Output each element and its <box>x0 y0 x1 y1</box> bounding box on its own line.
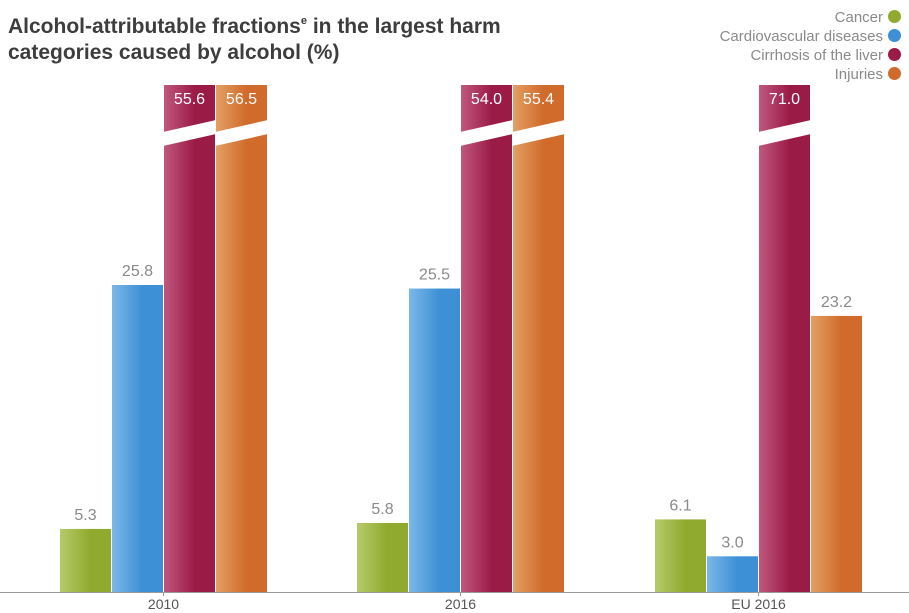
bar-cirrhosis-of-the-liver-2016 <box>461 85 512 592</box>
x-axis-labels: 2010 2016 EU 2016 <box>148 592 786 612</box>
bars-layer: 5.3 25.8 55.6 56.5 5.8 25.5 54.0 55.4 6.1 3.0 71.0… <box>60 85 862 592</box>
data-label: 5.3 <box>74 507 96 524</box>
axis-break-mark <box>758 120 811 146</box>
data-label: 25.5 <box>419 267 450 284</box>
bar-cardiovascular-diseases-2016 <box>409 288 460 592</box>
bar-injuries-2016 <box>513 85 564 592</box>
legend-label: Cancer <box>834 9 883 26</box>
axis-break-mark <box>460 120 513 146</box>
legend-item-cardiovascular: Cardiovascular diseases <box>720 27 901 46</box>
chart-title-main: Alcohol-attributable fractions <box>8 15 301 38</box>
data-label: 71.0 <box>769 91 800 108</box>
legend-swatch <box>888 10 901 23</box>
chart-title-rest: in the largest harm categories caused by… <box>8 15 501 64</box>
chart-legend: Cancer Cardiovascular diseases Cirrhosis… <box>720 8 901 84</box>
data-label: 6.1 <box>669 497 691 514</box>
axis-break-mark <box>512 120 565 146</box>
bar-cancer-2010 <box>60 528 111 592</box>
data-label: 3.0 <box>721 534 743 551</box>
data-label: 25.8 <box>122 263 153 280</box>
axis-break-mark <box>163 120 216 146</box>
bar-cardiovascular-diseases-2010 <box>112 284 163 592</box>
legend-item-injuries: Injuries <box>720 65 901 84</box>
bar-injuries-eu-2016 <box>811 315 862 592</box>
bar-cirrhosis-of-the-liver-2010 <box>164 85 215 592</box>
data-label: 55.4 <box>523 91 554 108</box>
data-label: 55.6 <box>174 91 205 108</box>
bar-cancer-eu-2016 <box>655 519 706 592</box>
bar-cardiovascular-diseases-eu-2016 <box>707 556 758 592</box>
chart-title-footnote-marker: e <box>300 15 307 27</box>
data-label: 5.8 <box>371 501 393 518</box>
chart-title: Alcohol-attributable fractionse in the l… <box>8 8 528 66</box>
legend-label: Injuries <box>834 66 883 83</box>
data-label: 23.2 <box>821 294 852 311</box>
bar-cirrhosis-of-the-liver-eu-2016 <box>759 85 810 592</box>
legend-item-cancer: Cancer <box>720 8 901 27</box>
legend-item-cirrhosis: Cirrhosis of the liver <box>720 46 901 65</box>
legend-swatch <box>888 67 901 80</box>
legend-swatch <box>888 48 901 61</box>
bar-cancer-2016 <box>357 522 408 592</box>
bar-injuries-2010 <box>216 85 267 592</box>
x-tick-label: EU 2016 <box>731 596 786 612</box>
x-tick-label: 2016 <box>445 596 476 612</box>
x-tick-label: 2010 <box>148 596 179 612</box>
legend-label: Cirrhosis of the liver <box>750 47 883 64</box>
axis-break-mark <box>215 120 268 146</box>
legend-label: Cardiovascular diseases <box>719 28 883 45</box>
data-label: 54.0 <box>471 91 502 108</box>
legend-swatch <box>888 29 901 42</box>
data-label: 56.5 <box>226 91 257 108</box>
